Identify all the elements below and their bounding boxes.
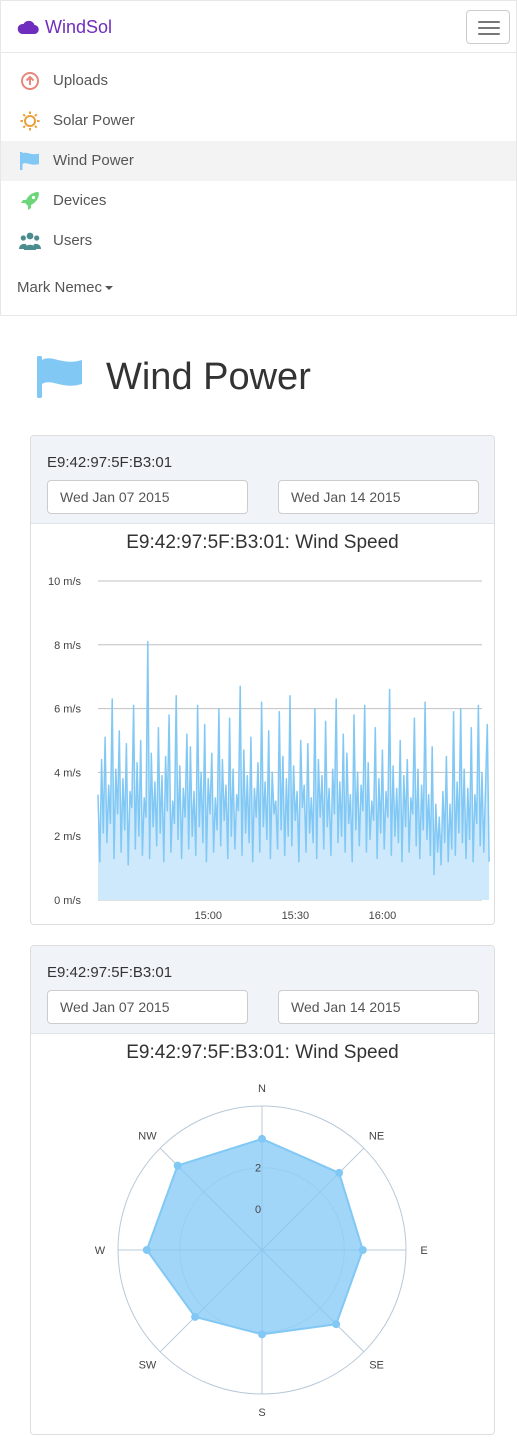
brand-link[interactable]: WindSol <box>17 15 112 39</box>
page-title: Wind Power <box>106 356 311 398</box>
radar-direction-label: E <box>420 1245 427 1257</box>
radar-point <box>258 1330 266 1339</box>
wind-direction-radar-chart: N NE E SE S SW W NW 0 2 <box>95 1083 428 1419</box>
device-id: E9:42:97:5F:B3:01 <box>47 454 173 471</box>
nav-item-label: Wind Power <box>53 152 134 169</box>
radar-point <box>142 1246 151 1254</box>
radar-direction-label: SE <box>369 1360 384 1372</box>
y-tick-label: 0 m/s <box>54 895 81 907</box>
nav-item-label: Users <box>53 232 93 249</box>
users-icon <box>19 231 41 251</box>
rocket-icon <box>19 191 41 211</box>
radar-point <box>258 1134 266 1143</box>
device-id: E9:42:97:5F:B3:01 <box>47 964 173 981</box>
radar-direction-label: NE <box>369 1130 384 1142</box>
cloud-icon <box>17 19 39 35</box>
y-tick-label: 10 m/s <box>48 576 82 588</box>
nav-item-devices[interactable]: Devices <box>1 181 516 221</box>
wind-speed-line-chart: 0 m/s 2 m/s 4 m/s 6 m/s 8 m/s 10 m/s 15:00 15:… <box>48 576 490 921</box>
panel-heading: E9:42:97:5F:B3:01 <box>31 436 494 524</box>
y-tick-label: 2 m/s <box>54 831 81 843</box>
x-tick-label: 15:30 <box>282 910 310 921</box>
radar-tick-label: 2 <box>255 1163 261 1175</box>
y-tick-label: 8 m/s <box>54 640 81 652</box>
end-date-input[interactable] <box>278 990 479 1024</box>
nav-item-wind-power[interactable]: Wind Power <box>1 141 516 181</box>
nav-item-label: Uploads <box>53 72 109 89</box>
y-tick-label: 4 m/s <box>54 767 81 779</box>
x-tick-label: 15:00 <box>194 910 222 921</box>
radar-direction-label: S <box>258 1407 265 1419</box>
nav-item-label: Devices <box>53 192 107 209</box>
radar-point <box>332 1320 341 1329</box>
radar-point <box>191 1312 200 1321</box>
wind-direction-panel: E9:42:97:5F:B3:01 E9:42:97:5F:B3:01: Win… <box>30 945 495 1435</box>
panel-heading: E9:42:97:5F:B3:01 <box>31 946 494 1034</box>
wind-speed-line <box>97 640 490 876</box>
nav-item-solar-power[interactable]: Solar Power <box>1 101 516 141</box>
brand-name: WindSol <box>45 16 113 37</box>
start-date-input[interactable] <box>47 480 248 514</box>
wind-speed-panel: E9:42:97:5F:B3:01 E9:42:97:5F:B3:01: Win… <box>30 435 495 925</box>
user-menu-dropdown[interactable]: Mark Nemec <box>17 279 114 296</box>
start-date-input[interactable] <box>47 990 248 1024</box>
sun-icon <box>19 111 41 131</box>
nav-item-users[interactable]: Users <box>1 221 516 261</box>
radar-direction-label: N <box>258 1083 266 1095</box>
flag-icon <box>19 151 41 171</box>
navbar: WindSol Uploads Solar Power Wind Power D… <box>0 0 517 316</box>
radar-direction-label: W <box>95 1245 106 1257</box>
upload-icon <box>19 71 41 91</box>
chart-title: E9:42:97:5F:B3:01: Wind Speed <box>126 1042 399 1063</box>
nav-item-label: Solar Power <box>53 112 135 129</box>
caret-down-icon <box>105 286 114 291</box>
end-date-input[interactable] <box>278 480 479 514</box>
nav-item-uploads[interactable]: Uploads <box>1 61 516 101</box>
user-name: Mark Nemec <box>17 279 103 296</box>
radar-point <box>335 1168 344 1177</box>
radar-tick-label: 0 <box>255 1204 261 1216</box>
flag-icon <box>36 355 86 404</box>
radar-direction-label: SW <box>139 1360 157 1372</box>
x-tick-label: 16:00 <box>369 910 397 921</box>
y-tick-label: 6 m/s <box>54 704 81 716</box>
radar-point <box>358 1246 367 1254</box>
radar-point <box>173 1161 182 1170</box>
navbar-toggle-button[interactable] <box>466 10 510 44</box>
radar-direction-label: NW <box>138 1130 157 1142</box>
chart-title: E9:42:97:5F:B3:01: Wind Speed <box>126 532 399 553</box>
